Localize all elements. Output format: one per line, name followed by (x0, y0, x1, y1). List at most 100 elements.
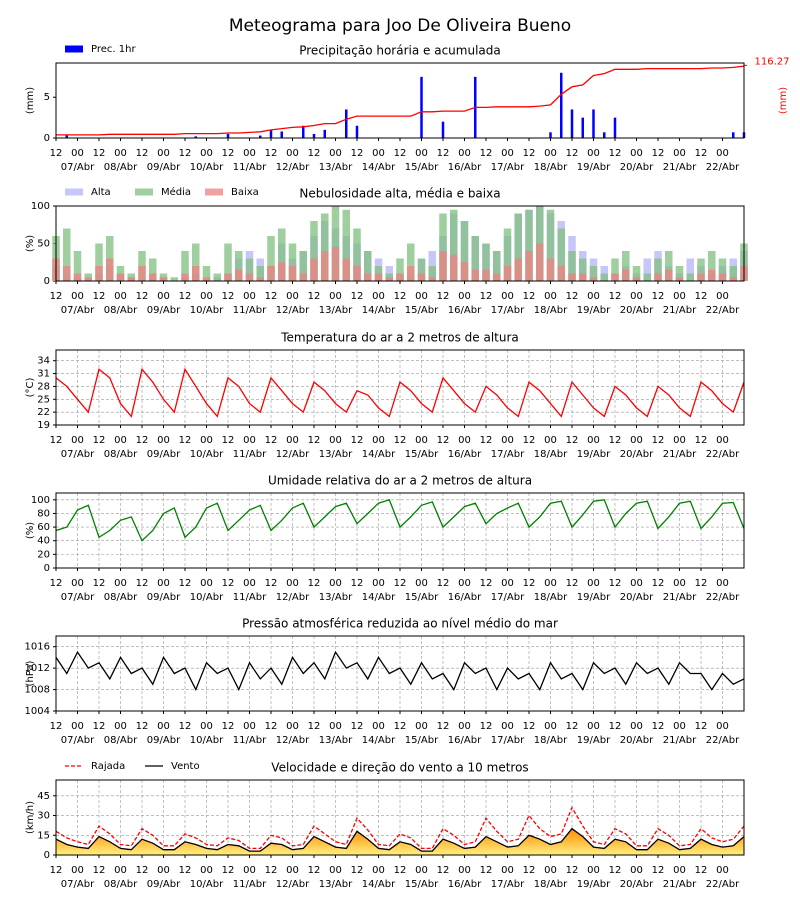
bar (578, 258, 587, 281)
legend-swatch (65, 188, 83, 196)
y-tick-label: 45 (37, 791, 50, 802)
bar (84, 277, 93, 281)
x-date-label: 08/Abr (104, 735, 138, 746)
x-date-label: 07/Abr (61, 592, 95, 603)
x-date-label: 12/Abr (276, 879, 310, 890)
bar (269, 129, 273, 138)
bar (148, 273, 157, 281)
legend-label: Média (161, 186, 191, 198)
bar (302, 125, 305, 138)
x-hour-label: 00 (243, 435, 256, 446)
x-hour-label: 12 (222, 435, 235, 446)
x-date-label: 16/Abr (448, 305, 482, 316)
x-hour-label: 12 (437, 578, 450, 589)
x-date-label: 19/Abr (577, 162, 611, 173)
x-hour-label: 00 (200, 721, 213, 732)
bar (73, 273, 82, 281)
x-date-label: 19/Abr (577, 449, 611, 460)
panel-title: Velocidade e direção do vento a 10 metro… (271, 761, 528, 775)
bar (62, 228, 71, 281)
bar (62, 266, 71, 281)
bar (267, 266, 275, 281)
x-hour-label: 12 (222, 578, 235, 589)
bar (353, 228, 361, 281)
x-hour-label: 00 (286, 865, 299, 876)
bar (224, 273, 232, 281)
bar (560, 72, 563, 138)
bar (664, 269, 673, 281)
bar (570, 109, 574, 138)
x-date-label: 15/Abr (405, 162, 439, 173)
x-hour-label: 00 (200, 148, 213, 159)
x-date-label: 09/Abr (147, 449, 181, 460)
x-hour-label: 00 (415, 291, 428, 302)
x-date-label: 21/Abr (663, 592, 697, 603)
y-tick-label: 20 (37, 549, 50, 560)
x-hour-label: 12 (265, 435, 278, 446)
x-date-label: 17/Abr (491, 592, 525, 603)
bar (385, 277, 394, 281)
x-hour-label: 00 (501, 578, 514, 589)
plot-frame (55, 492, 745, 569)
bar (732, 132, 735, 138)
x-hour-label: 12 (695, 865, 708, 876)
x-date-label: 18/Abr (534, 449, 568, 460)
bar (345, 109, 348, 138)
bar (643, 258, 652, 281)
x-hour-label: 00 (200, 291, 213, 302)
x-date-label: 17/Abr (491, 879, 525, 890)
bar (288, 243, 297, 281)
x-date-label: 16/Abr (448, 449, 482, 460)
y-tick-label: 19 (37, 420, 50, 431)
x-hour-label: 12 (609, 578, 622, 589)
bar (202, 266, 211, 281)
y-tick-label: 0 (44, 850, 50, 861)
x-date-label: 22/Abr (706, 305, 740, 316)
bar (299, 251, 308, 281)
bar (621, 251, 630, 281)
x-hour-label: 00 (458, 721, 471, 732)
y-tick-label: 0 (44, 133, 50, 144)
x-hour-label: 12 (93, 148, 106, 159)
bar (95, 243, 103, 281)
x-hour-label: 12 (480, 578, 493, 589)
x-hour-label: 12 (695, 291, 708, 302)
x-date-label: 15/Abr (405, 735, 439, 746)
x-date-label: 11/Abr (233, 305, 267, 316)
x-hour-label: 12 (566, 291, 579, 302)
x-hour-label: 00 (716, 578, 729, 589)
x-date-label: 08/Abr (104, 879, 138, 890)
bar (65, 135, 68, 138)
panel-title: Pressão atmosférica reduzida ao nível mé… (242, 617, 558, 631)
bar (471, 269, 480, 281)
x-hour-label: 00 (71, 435, 84, 446)
x-hour-label: 00 (415, 148, 428, 159)
x-hour-label: 12 (136, 578, 149, 589)
x-hour-label: 00 (544, 721, 557, 732)
x-hour-label: 00 (544, 148, 557, 159)
x-hour-label: 00 (114, 578, 127, 589)
x-hour-label: 00 (329, 291, 342, 302)
legend-swatch (205, 188, 223, 196)
bar (492, 273, 501, 281)
x-date-label: 08/Abr (104, 592, 138, 603)
x-hour-label: 00 (716, 435, 729, 446)
bar (342, 209, 351, 281)
x-hour-label: 00 (501, 148, 514, 159)
x-date-label: 12/Abr (276, 592, 310, 603)
x-hour-label: 00 (329, 721, 342, 732)
x-date-label: 08/Abr (104, 162, 138, 173)
x-date-label: 17/Abr (491, 162, 525, 173)
x-hour-label: 12 (93, 578, 106, 589)
x-date-label: 15/Abr (405, 305, 439, 316)
bar (675, 277, 684, 281)
legend-label: Alta (91, 187, 111, 198)
bar (331, 206, 340, 281)
x-hour-label: 12 (351, 291, 364, 302)
x-hour-label: 12 (222, 291, 235, 302)
bar (568, 273, 576, 281)
x-hour-label: 00 (372, 148, 385, 159)
x-date-label: 14/Abr (362, 305, 396, 316)
legend-swatch (65, 45, 83, 53)
bar (256, 266, 265, 281)
